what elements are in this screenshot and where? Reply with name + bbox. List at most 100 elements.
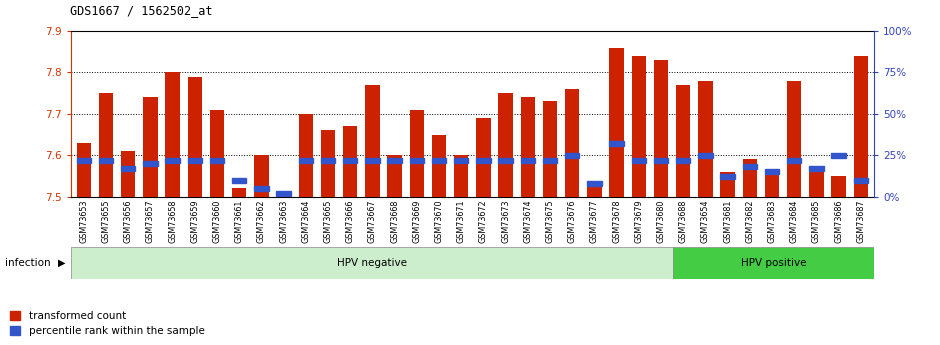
Text: GSM73660: GSM73660 [212,199,222,243]
Bar [787,81,802,197]
Text: GSM73674: GSM73674 [524,199,532,243]
Bar [498,93,513,197]
Bar [765,169,779,174]
Bar [121,151,135,197]
Text: GSM73655: GSM73655 [102,199,111,243]
Text: GSM73667: GSM73667 [368,199,377,243]
Bar [720,172,735,197]
Bar [542,101,557,197]
Bar [542,158,557,163]
Bar [431,158,446,163]
Bar [743,164,757,169]
Text: GSM73659: GSM73659 [190,199,199,243]
Bar [343,158,357,163]
Bar [632,158,646,163]
Bar [676,158,691,163]
Bar [809,172,823,197]
Bar [854,178,869,183]
Bar [410,158,424,163]
Bar [366,85,380,197]
Text: GSM73665: GSM73665 [323,199,333,243]
Bar [321,158,336,163]
FancyBboxPatch shape [673,247,874,279]
Bar [477,158,491,163]
Bar [276,193,290,197]
Bar [720,174,735,179]
Bar [743,159,757,197]
Bar [454,155,468,197]
Text: GSM73668: GSM73668 [390,199,400,243]
Text: GDS1667 / 1562502_at: GDS1667 / 1562502_at [70,4,213,17]
Bar [676,85,691,197]
Bar [210,158,225,163]
Bar [698,153,713,158]
Legend: transformed count, percentile rank within the sample: transformed count, percentile rank withi… [10,311,205,336]
Bar [431,135,446,197]
Text: GSM73688: GSM73688 [679,199,688,243]
Bar [387,158,402,163]
Text: GSM73676: GSM73676 [568,199,577,243]
Text: GSM73666: GSM73666 [346,199,354,243]
Bar [588,181,602,186]
Bar [765,172,779,197]
Bar [609,48,624,197]
Text: GSM73686: GSM73686 [834,199,843,243]
Text: GSM73657: GSM73657 [146,199,155,243]
Bar [299,158,313,163]
Bar [654,60,668,197]
Bar [188,77,202,197]
Bar [321,130,336,197]
Bar [121,166,135,171]
Bar [832,153,846,158]
Text: GSM73682: GSM73682 [745,199,755,243]
Text: GSM73687: GSM73687 [856,199,866,243]
Text: GSM73677: GSM73677 [590,199,599,243]
Bar [387,155,402,197]
Bar [299,114,313,197]
Bar [787,158,802,163]
Bar [366,158,380,163]
Bar [498,158,513,163]
FancyBboxPatch shape [70,247,673,279]
Text: infection: infection [5,258,51,268]
Bar [654,158,668,163]
Bar [165,158,180,163]
Bar [76,158,91,163]
Bar [854,56,869,197]
Text: GSM73675: GSM73675 [545,199,555,243]
Text: GSM73680: GSM73680 [656,199,666,243]
Bar [143,97,158,197]
Text: GSM73664: GSM73664 [302,199,310,243]
Bar [609,141,624,146]
Bar [832,176,846,197]
Bar [276,191,290,196]
Bar [477,118,491,197]
Bar [99,93,113,197]
Text: GSM73662: GSM73662 [257,199,266,243]
Text: GSM73684: GSM73684 [790,199,799,243]
Text: GSM73656: GSM73656 [124,199,133,243]
Bar [410,110,424,197]
Text: GSM73683: GSM73683 [768,199,776,243]
Bar [521,97,535,197]
Bar [232,188,246,197]
Bar [588,184,602,197]
Bar [632,56,646,197]
Text: GSM73658: GSM73658 [168,199,177,243]
Text: HPV positive: HPV positive [741,258,807,268]
Text: GSM73670: GSM73670 [434,199,444,243]
Bar [254,186,269,191]
Bar [165,72,180,197]
Text: GSM73678: GSM73678 [612,199,621,243]
Text: GSM73653: GSM73653 [79,199,88,243]
Text: GSM73669: GSM73669 [413,199,421,243]
Text: GSM73661: GSM73661 [235,199,243,243]
Text: GSM73672: GSM73672 [479,199,488,243]
Bar [254,155,269,197]
Bar [99,158,113,163]
Bar [565,153,579,158]
Bar [454,158,468,163]
Text: GSM73654: GSM73654 [701,199,710,243]
Text: GSM73673: GSM73673 [501,199,510,243]
Bar [232,178,246,183]
